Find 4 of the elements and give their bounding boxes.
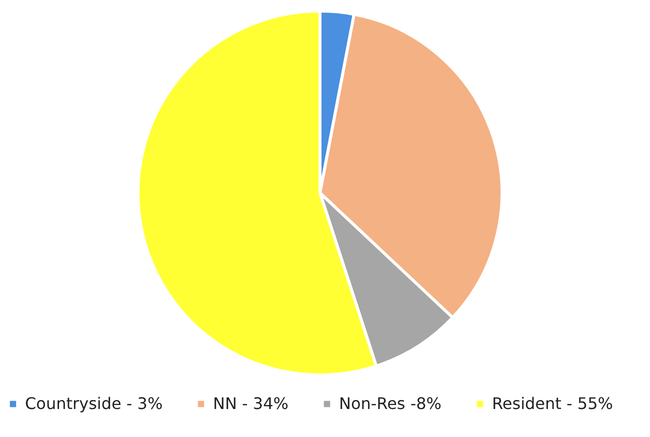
legend-label: Non-Res -8% [339,394,442,413]
legend-label: Resident - 55% [492,394,613,413]
legend-label: NN - 34% [213,394,288,413]
legend-label: Countryside - 3% [25,394,163,413]
